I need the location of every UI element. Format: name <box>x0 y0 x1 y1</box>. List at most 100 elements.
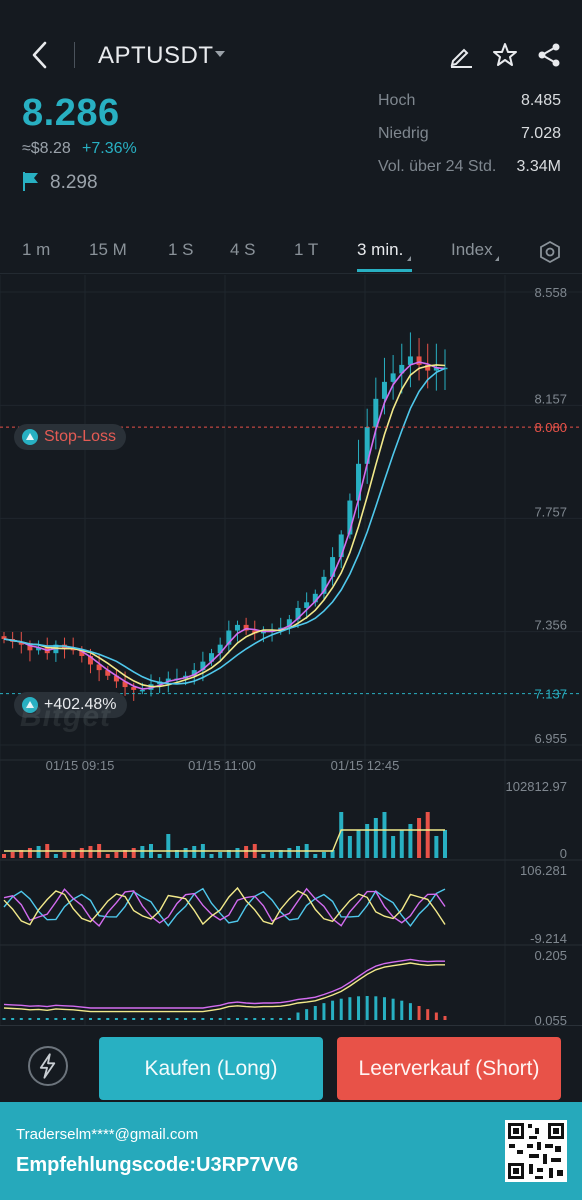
entry-price-label: 7.137 <box>534 687 567 702</box>
tab-4s[interactable]: 4 S <box>230 240 256 259</box>
usd-price: ≈$8.28 <box>22 140 71 157</box>
edit-icon[interactable] <box>446 40 476 70</box>
tab-15m[interactable]: 15 M <box>89 240 127 259</box>
macd-histogram-bar <box>261 1018 265 1020</box>
volume-bar <box>36 846 41 858</box>
macd-histogram-bar <box>28 1018 32 1020</box>
time-tick-label: 01/15 11:00 <box>188 758 256 773</box>
volume-bar <box>373 818 378 858</box>
volume-bar <box>166 834 171 858</box>
macd-histogram-bar <box>63 1018 67 1020</box>
header-divider <box>74 42 75 68</box>
volume-bar <box>209 854 214 858</box>
sell-short-button[interactable]: Leerverkauf (Short) <box>337 1037 561 1100</box>
candle-body <box>87 655 93 665</box>
osc-line-3 <box>3 886 446 926</box>
macd-histogram-bar <box>192 1018 196 1020</box>
qr-code-icon[interactable] <box>505 1120 567 1182</box>
volume-bar <box>399 830 404 858</box>
macd-histogram-bar <box>106 1018 110 1020</box>
volume-bar <box>123 850 128 858</box>
last-price: 8.286 <box>22 92 120 134</box>
settings-icon[interactable] <box>538 240 562 264</box>
candle-body <box>252 630 258 634</box>
volume-bar <box>114 852 119 858</box>
lightning-icon[interactable] <box>28 1046 68 1086</box>
macd-histogram-bar <box>391 998 395 1020</box>
buy-long-button[interactable]: Kaufen (Long) <box>99 1037 323 1100</box>
macd-histogram-bar <box>365 996 369 1020</box>
tab-1t[interactable]: 1 T <box>294 240 319 259</box>
indicator2-min-label: 0.055 <box>534 1013 567 1025</box>
tab-3min[interactable]: 3 min. <box>357 240 404 259</box>
indicator-panel-1 <box>3 886 446 928</box>
candle-body <box>113 675 119 682</box>
volume-bar <box>105 854 110 858</box>
volume-bar <box>226 850 231 858</box>
star-icon[interactable] <box>490 40 520 70</box>
macd-histogram-bar <box>270 1018 274 1020</box>
signal-line <box>3 962 445 1013</box>
stop-loss-label: Stop-Loss <box>44 428 117 445</box>
referral-code: Empfehlungscode:U3RP7VV6 <box>16 1154 299 1176</box>
osc-line-2 <box>3 887 446 927</box>
stat-high: Hoch 8.485 <box>378 92 563 125</box>
macd-histogram-bar <box>382 997 386 1020</box>
macd-histogram-bar <box>201 1018 205 1020</box>
candle-body <box>295 607 301 620</box>
macd-histogram-bar <box>443 1016 447 1020</box>
symbol-title[interactable]: APTUSDT <box>98 42 214 69</box>
stat-value: 3.34M <box>516 158 561 175</box>
macd-histogram-bar <box>348 997 352 1020</box>
volume-bar <box>425 812 430 858</box>
volume-bar <box>2 854 6 858</box>
candle-body <box>416 356 422 365</box>
price-tick-label: 7.356 <box>534 618 567 633</box>
symbol-dropdown-icon[interactable] <box>215 51 225 57</box>
stop-loss-badge[interactable]: Stop-Loss <box>14 424 127 450</box>
time-tick-label: 01/15 09:15 <box>46 758 115 773</box>
volume-bar <box>278 850 283 858</box>
time-tick-label: 01/15 12:45 <box>331 758 400 773</box>
price-chart[interactable]: 8.558 8.157 7.757 7.356 6.955 01/15 09:15 01/1… <box>0 275 582 1025</box>
macd-histogram-bar <box>210 1018 214 1020</box>
volume-bar <box>192 846 197 858</box>
macd-histogram-bar <box>279 1018 283 1020</box>
tab-3min-caret-icon <box>407 256 411 261</box>
candle-body <box>36 647 42 651</box>
volume-bar <box>443 830 447 858</box>
volume-bar <box>287 848 292 858</box>
tab-1m[interactable]: 1 m <box>22 240 51 259</box>
candle-body <box>390 373 396 382</box>
candle-body <box>321 576 327 594</box>
stat-label: Vol. über 24 Std. <box>378 158 497 175</box>
macd-histogram-bar <box>140 1018 144 1020</box>
macd-histogram-bar <box>11 1018 15 1020</box>
candle-body <box>364 427 370 464</box>
candle-body <box>407 356 413 365</box>
tab-1s[interactable]: 1 S <box>168 240 194 259</box>
volume-bar <box>382 812 387 858</box>
volume-bar <box>235 848 240 858</box>
macd-histogram-bar <box>184 1018 188 1020</box>
mark-price: 8.298 <box>50 172 98 193</box>
macd-histogram-bar <box>244 1018 248 1020</box>
candle-body <box>96 664 102 671</box>
macd-histogram-bar <box>339 998 343 1020</box>
volume-bar <box>27 848 32 858</box>
position-pnl-badge[interactable]: +402.48% <box>14 692 127 718</box>
bitget-watermark: Bitget <box>20 700 111 733</box>
volume-bar <box>88 846 93 858</box>
active-tab-indicator <box>357 269 412 272</box>
candle-body <box>191 670 197 676</box>
macd-histogram-bar <box>97 1018 101 1020</box>
macd-histogram-bar <box>408 1003 412 1020</box>
price-tick-label: 7.757 <box>534 504 567 519</box>
macd-histogram-bar <box>287 1018 291 1020</box>
tab-index[interactable]: Index <box>451 240 493 259</box>
back-arrow-icon[interactable] <box>26 38 56 72</box>
candle-body <box>399 364 405 374</box>
candle-body <box>381 381 387 399</box>
share-icon[interactable] <box>534 40 564 70</box>
stats-panel: Hoch 8.485 Niedrig 7.028 Vol. über 24 St… <box>378 92 563 191</box>
